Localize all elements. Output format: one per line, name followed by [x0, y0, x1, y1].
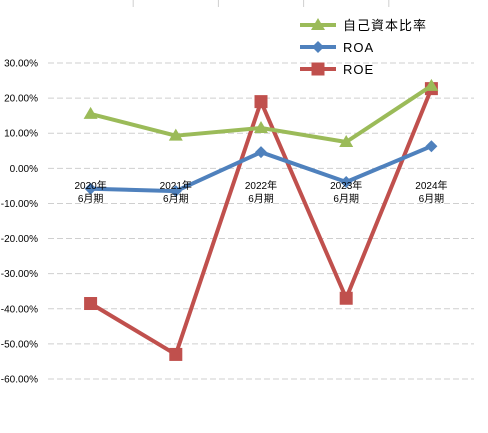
- x-tick-label-line: 6月期: [163, 193, 189, 205]
- y-tick-label: 20.00%: [4, 94, 38, 105]
- x-tick-label-line: 6月期: [333, 193, 359, 205]
- x-tick-label-line: 6月期: [419, 193, 445, 205]
- x-tick-label-line: 2020年: [74, 179, 106, 192]
- roa-point: [340, 176, 353, 189]
- legend-equity-ratio-point: [311, 18, 325, 30]
- roa-point: [169, 185, 182, 198]
- legend-roe-point: [311, 62, 325, 76]
- y-tick-label: -50.00%: [1, 339, 38, 350]
- x-tick-label-line: 2023年: [330, 179, 362, 192]
- x-tick-label-line: 2024年: [415, 179, 447, 192]
- x-tick-label-line: 2021年: [160, 179, 192, 192]
- legend-roa-label: ROA: [343, 40, 374, 55]
- equity-ratio-point: [254, 120, 268, 133]
- y-tick-label: 30.00%: [4, 59, 38, 70]
- x-tick-label: 2023年 6月期: [330, 179, 362, 205]
- roa-point: [255, 146, 267, 159]
- legend-roe-label: ROE: [343, 62, 374, 77]
- roe-point: [169, 347, 183, 361]
- equity-ratio-point: [339, 135, 354, 147]
- gridlines: [48, 0, 474, 380]
- equity-ratio-point: [168, 128, 183, 141]
- x-tick-label-line: 6月期: [78, 193, 104, 205]
- x-tick-label-line: 6月期: [248, 193, 274, 205]
- y-tick-label: -10.00%: [1, 199, 38, 210]
- roa-point: [84, 182, 97, 195]
- y-tick-label: -20.00%: [1, 234, 38, 245]
- x-tick-label-line: 2022年: [245, 179, 277, 192]
- legend-equity-ratio-label: 自己資本比率: [343, 18, 427, 33]
- equity-ratio-point: [424, 78, 439, 91]
- legend-roa-point: [312, 41, 324, 53]
- x-tick-label: 2021年 6月期: [160, 179, 192, 205]
- x-tick-label: 2022年 6月期: [245, 179, 277, 205]
- x-tick-label: 2020年 6月期: [74, 179, 106, 205]
- legend: 自己資本比率 ROA ROE: [300, 18, 427, 77]
- roa-point: [425, 140, 438, 153]
- roe-point: [339, 291, 353, 305]
- series-lines: [83, 78, 439, 361]
- y-tick-label: -40.00%: [1, 304, 38, 315]
- y-tick-label: -30.00%: [1, 269, 38, 280]
- y-tick-label: -60.00%: [1, 375, 38, 386]
- roe-point: [84, 297, 98, 311]
- roe-point: [254, 95, 268, 109]
- y-tick-label: 10.00%: [4, 129, 38, 140]
- equity-ratio-point: [83, 106, 98, 119]
- y-axis-ticks: 30.00% 20.00% 10.00% 0.00% -10.00% -20.00% -30…: [1, 59, 38, 386]
- x-tick-label: 2024年 6月期: [415, 179, 447, 205]
- y-tick-label: 0.00%: [10, 164, 38, 175]
